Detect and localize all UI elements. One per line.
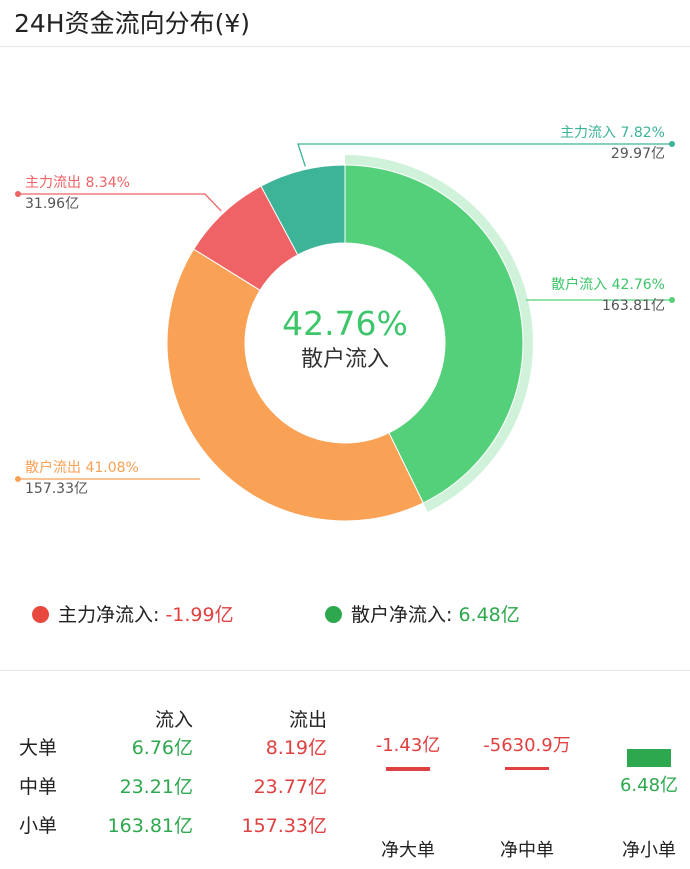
net-retail-dot	[325, 606, 342, 623]
callout-main-outflow-label: 主力流出 8.34%	[25, 175, 130, 191]
donut-chart: 42.76% 散户流入 主力流入 7.82% 29.97亿 散户流入 42.76…	[0, 47, 690, 667]
leader-dot	[669, 297, 675, 303]
row-large-inflow: 6.76亿	[131, 737, 193, 759]
center-label: 散户流入	[300, 347, 389, 372]
donut-slice[interactable]	[260, 164, 346, 256]
divider	[0, 670, 690, 671]
net-bar	[505, 767, 549, 770]
net-main-value: -1.99亿	[165, 604, 234, 626]
leader-line	[18, 193, 222, 212]
leader-dot	[669, 141, 675, 147]
callout-main-outflow-amount: 31.96亿	[25, 196, 80, 212]
callout-retail-inflow-amount: 163.81亿	[602, 298, 665, 314]
callout-retail-outflow-label: 散户流出 41.08%	[25, 460, 139, 476]
leader-dot	[15, 476, 21, 482]
row-small-inflow: 163.81亿	[107, 815, 193, 837]
donut-svg	[15, 141, 675, 522]
net-main-dot	[32, 606, 49, 623]
net-bar	[386, 767, 430, 771]
net-bar-value: -1.43亿	[376, 735, 441, 756]
row-large-outflow: 8.19亿	[265, 737, 327, 759]
net-retail-value: 6.48亿	[458, 604, 520, 626]
callout-retail-outflow: 散户流出 41.08% 157.33亿	[25, 461, 139, 496]
page-title: 24H资金流向分布(¥)	[14, 9, 251, 38]
callout-main-inflow-label: 主力流入 7.82%	[560, 125, 665, 141]
row-small-name: 小单	[19, 815, 58, 837]
row-medium-outflow: 23.77亿	[253, 776, 327, 798]
net-bar-value: 6.48亿	[620, 775, 678, 796]
callout-main-inflow-amount: 29.97亿	[610, 146, 665, 162]
net-bar-label: 净小单	[622, 840, 676, 861]
callout-main-outflow: 主力流出 8.34% 31.96亿	[25, 176, 130, 211]
header: 24H资金流向分布(¥)	[0, 0, 690, 47]
header-inflow: 流入	[154, 709, 193, 731]
row-small-outflow: 157.33亿	[241, 815, 327, 837]
net-retail-row: 散户净流入: 6.48亿	[325, 606, 520, 625]
donut-slice[interactable]	[166, 248, 424, 522]
row-large-name: 大单	[19, 737, 58, 759]
leader-dot	[15, 191, 21, 197]
header-outflow: 流出	[288, 709, 327, 731]
row-medium-name: 中单	[19, 776, 58, 798]
center-percent: 42.76%	[282, 304, 408, 343]
leader-line	[297, 143, 672, 167]
row-medium-inflow: 23.21亿	[119, 776, 193, 798]
net-bar-label: 净大单	[381, 840, 435, 861]
net-bar-label: 净中单	[500, 840, 554, 861]
callout-retail-inflow: 散户流入 42.76% 163.81亿	[551, 278, 665, 313]
callout-retail-inflow-label: 散户流入 42.76%	[551, 277, 665, 293]
callout-main-inflow: 主力流入 7.82% 29.97亿	[560, 126, 665, 161]
callout-retail-outflow-amount: 157.33亿	[25, 481, 88, 497]
net-bar-chart: -1.43亿 净大单 -5630.9万 净中单 6.48亿净小单	[355, 730, 690, 865]
net-bar-value: -5630.9万	[483, 735, 570, 756]
net-main-label: 主力净流入:	[58, 604, 160, 626]
donut-slice[interactable]	[344, 164, 524, 504]
net-main-row: 主力净流入: -1.99亿	[32, 606, 234, 625]
net-bar	[627, 749, 671, 767]
net-retail-label: 散户净流入:	[351, 604, 453, 626]
